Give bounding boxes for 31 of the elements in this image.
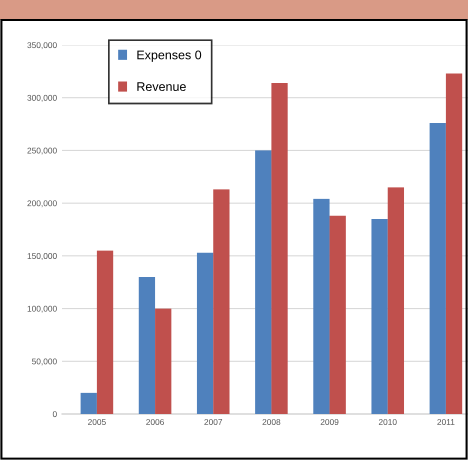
x-tick-label: 2009 xyxy=(320,419,338,425)
y-tick-label: 250,000 xyxy=(27,148,57,155)
y-tick-label: 100,000 xyxy=(28,306,57,313)
bar xyxy=(138,276,156,414)
bar xyxy=(388,187,404,414)
y-tick-label: 200,000 xyxy=(27,200,57,208)
bar xyxy=(96,250,114,414)
bar xyxy=(196,252,214,414)
bar xyxy=(80,392,97,414)
y-tick-label: 300,000 xyxy=(27,94,57,102)
bar xyxy=(371,218,388,414)
bar xyxy=(271,82,288,414)
y-tick-label: 0 xyxy=(52,411,57,418)
x-tick-label: 2011 xyxy=(437,419,454,425)
legend-label: Revenue xyxy=(137,82,186,92)
y-tick-label: 350,000 xyxy=(27,42,57,50)
legend-label: Expenses 0 xyxy=(137,50,202,62)
bar xyxy=(313,198,330,414)
bar xyxy=(255,150,272,414)
x-tick-label: 2008 xyxy=(262,419,280,425)
bar xyxy=(155,308,172,414)
bar xyxy=(213,189,230,414)
bar xyxy=(446,73,462,414)
bar xyxy=(330,216,346,414)
x-tick-label: 2007 xyxy=(204,419,222,425)
x-tick-label: 2010 xyxy=(378,419,397,425)
y-tick-label: 150,000 xyxy=(28,253,57,260)
bar xyxy=(430,123,446,414)
x-tick-label: 2005 xyxy=(88,419,106,425)
y-tick-label: 50,000 xyxy=(32,358,57,366)
x-tick-label: 2006 xyxy=(146,419,164,425)
